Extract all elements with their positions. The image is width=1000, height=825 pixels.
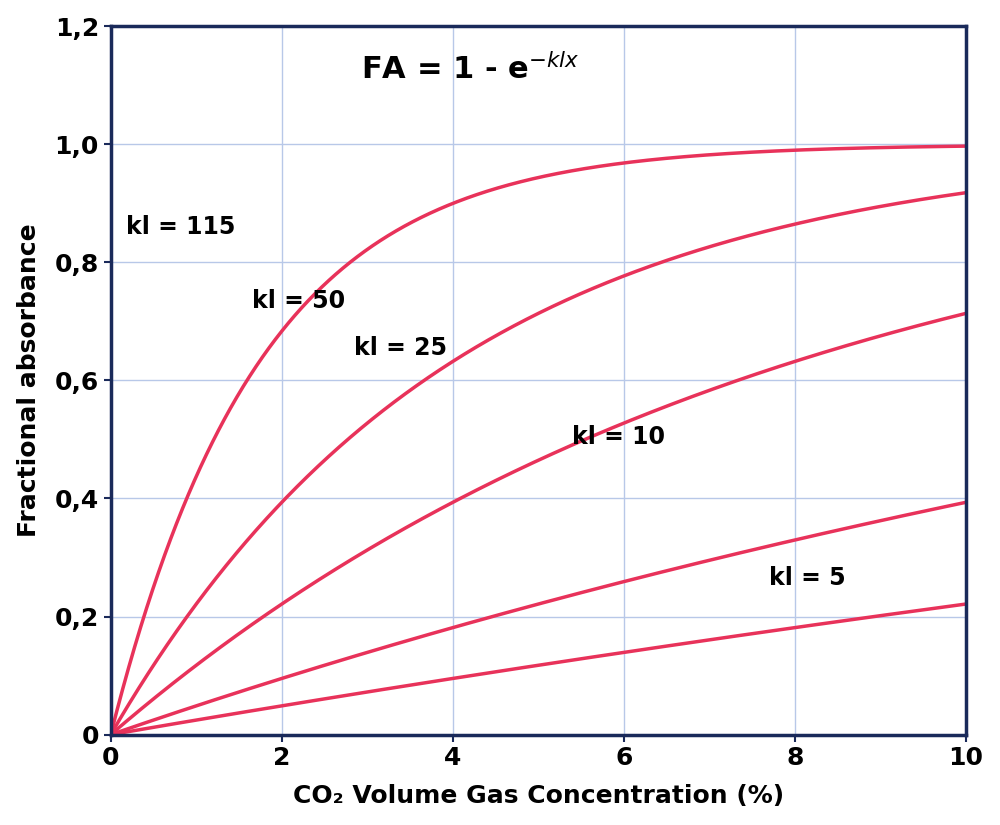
Text: kl = 25: kl = 25 [354,336,447,361]
Y-axis label: Fractional absorbance: Fractional absorbance [17,224,41,537]
Text: kl = 50: kl = 50 [252,289,345,313]
Text: FA = 1 - e$^{-klx}$: FA = 1 - e$^{-klx}$ [361,53,579,85]
X-axis label: CO₂ Volume Gas Concentration (%): CO₂ Volume Gas Concentration (%) [293,785,784,808]
Text: kl = 5: kl = 5 [769,567,846,591]
Text: kl = 10: kl = 10 [572,425,665,449]
Text: kl = 115: kl = 115 [126,215,236,239]
